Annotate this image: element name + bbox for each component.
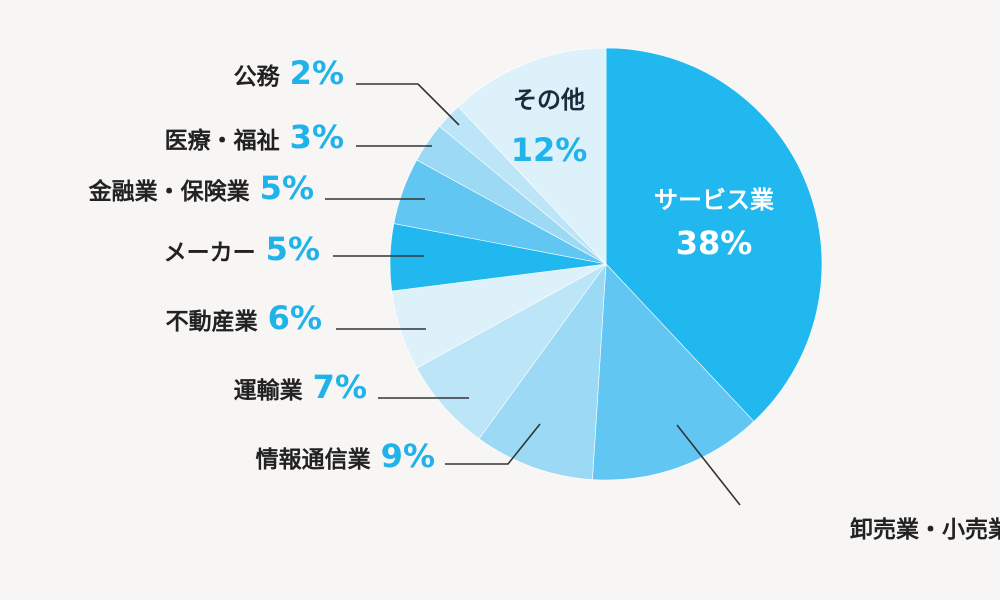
slice-label-2: 卸売業・小売業13% — [850, 507, 1000, 545]
slice-label-9: 公務 2% — [234, 54, 344, 92]
slice-label-8: 医療・福祉 3% — [165, 118, 344, 156]
leader-line-9 — [356, 83, 460, 126]
slice-label-5: 不動産業 6% — [166, 299, 322, 337]
slice-label-value: 5% — [266, 230, 320, 268]
pie-slices — [389, 47, 823, 481]
leader-line-3 — [445, 423, 541, 465]
slice-label-name: メーカー — [164, 240, 256, 266]
slice-label-10-value: 12% — [511, 131, 588, 169]
slice-label-name: 金融業・保険業 — [88, 178, 251, 205]
slice-label-10-name: その他 — [513, 86, 585, 114]
slice-label-name: 公務 — [234, 63, 281, 90]
pie-slice-3 — [478, 262, 607, 480]
slice-label-value: 9% — [381, 437, 435, 475]
slice-label-3: 情報通信業 9% — [256, 437, 435, 475]
leader-line-2 — [676, 424, 741, 506]
slice-label-value: 5% — [260, 169, 314, 207]
slice-label-6: メーカー 5% — [164, 230, 320, 268]
pie-slice-1 — [605, 47, 823, 422]
slice-label-4: 運輸業 7% — [234, 368, 367, 406]
pie-labels: 卸売業・小売業13%情報通信業9%運輸業7%不動産業6%メーカー5%金融業・保険… — [88, 54, 1000, 545]
slice-label-name: 不動産業 — [166, 308, 259, 335]
slice-label-name: 情報通信業 — [256, 446, 372, 473]
pie-slice-10 — [457, 47, 607, 265]
slice-label-name: 医療・福祉 — [165, 127, 280, 154]
slice-label-value: 6% — [268, 299, 322, 337]
slice-label-value: 3% — [290, 118, 344, 156]
slice-label-name: 卸売業・小売業 — [850, 516, 1000, 543]
slice-label-7: 金融業・保険業 5% — [88, 169, 314, 207]
slice-label-1-name: サービス業 — [654, 186, 774, 214]
slice-label-name: 運輸業 — [234, 377, 304, 404]
pie-slice-2 — [592, 263, 755, 481]
slice-label-value: 7% — [313, 368, 367, 406]
slice-label-value: 2% — [290, 54, 344, 92]
slice-label-1-value: 38% — [676, 224, 753, 262]
